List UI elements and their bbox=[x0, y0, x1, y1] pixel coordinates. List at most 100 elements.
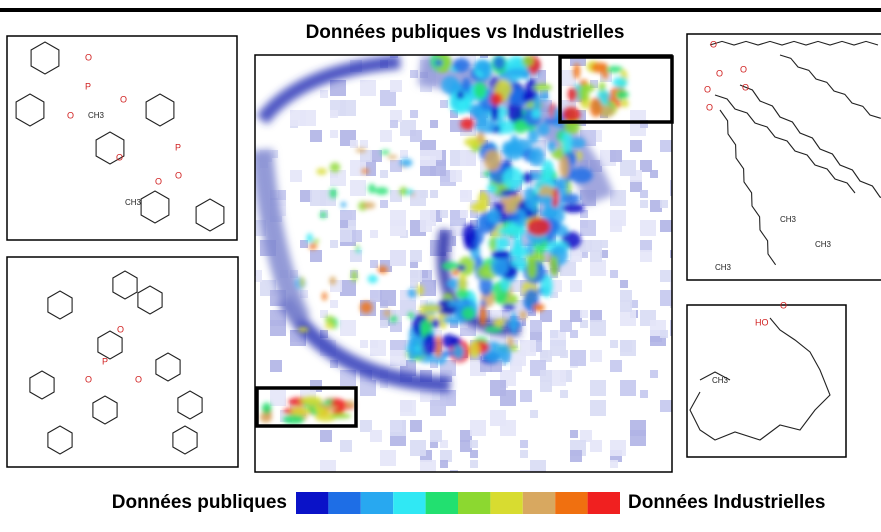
heat-cell bbox=[255, 270, 262, 282]
heat-blob bbox=[331, 408, 345, 415]
heat-cell bbox=[630, 180, 642, 192]
heat-blob bbox=[522, 172, 533, 184]
heat-cell bbox=[640, 120, 648, 128]
heat-cell bbox=[550, 280, 562, 292]
heat-blob bbox=[474, 119, 498, 134]
title: Données publiques vs Industrielles bbox=[306, 22, 625, 43]
heat-blob bbox=[321, 292, 328, 301]
heat-blob bbox=[324, 315, 335, 324]
atom-label: O bbox=[116, 152, 123, 162]
heat-cell bbox=[550, 340, 566, 356]
heat-cell bbox=[560, 390, 568, 398]
heat-blob bbox=[486, 209, 501, 224]
chain bbox=[709, 40, 879, 46]
heat-blob bbox=[343, 400, 356, 408]
heat-cell bbox=[390, 80, 402, 92]
heat-cell bbox=[570, 310, 582, 322]
heat-blob bbox=[407, 311, 414, 319]
colorbar bbox=[296, 492, 620, 514]
heat-cell bbox=[400, 300, 416, 316]
heat-blob bbox=[489, 235, 497, 253]
heat-blob bbox=[493, 55, 506, 70]
molecule-box bbox=[686, 33, 881, 281]
heat-cell bbox=[340, 370, 356, 386]
heat-blob bbox=[505, 68, 529, 77]
atom-label: CH3 bbox=[715, 263, 732, 272]
heat-cell bbox=[590, 380, 606, 396]
heat-cell bbox=[320, 330, 328, 338]
heat-blob bbox=[261, 402, 272, 415]
heat-blob bbox=[453, 58, 470, 73]
ring bbox=[177, 390, 203, 420]
heat-blob bbox=[306, 233, 313, 244]
heat-cell bbox=[620, 160, 636, 176]
heat-cell bbox=[380, 290, 396, 306]
heat-cell bbox=[340, 440, 352, 452]
heat-blob bbox=[589, 97, 603, 118]
ring bbox=[97, 330, 123, 360]
heat-cell bbox=[370, 340, 386, 356]
atom-label: CH3 bbox=[125, 198, 142, 207]
highlight-box bbox=[255, 386, 358, 428]
heat-cell bbox=[460, 440, 472, 452]
ring bbox=[155, 352, 181, 382]
heat-cell bbox=[580, 240, 592, 252]
atom-label: O bbox=[120, 94, 127, 104]
heat-cell bbox=[370, 230, 378, 238]
heat-blob bbox=[519, 310, 527, 320]
heat-cell bbox=[380, 200, 388, 208]
atom-label: P bbox=[102, 356, 108, 366]
heat-cell bbox=[620, 310, 636, 326]
heat-cell bbox=[570, 450, 582, 462]
heat-blob bbox=[447, 299, 468, 308]
heat-blob bbox=[460, 118, 475, 130]
heat-cell bbox=[520, 440, 528, 448]
heat-cell bbox=[390, 160, 402, 172]
heat-cell bbox=[610, 270, 618, 278]
heatmap-frame bbox=[254, 54, 673, 473]
heat-cell bbox=[410, 270, 422, 282]
heat-cell bbox=[330, 360, 338, 368]
heat-cell bbox=[540, 380, 552, 392]
heat-cell bbox=[390, 110, 402, 122]
ring bbox=[112, 270, 138, 300]
ring bbox=[92, 395, 118, 425]
chain bbox=[779, 54, 881, 119]
heat-blob bbox=[449, 90, 472, 115]
heat-cell bbox=[450, 470, 458, 472]
ring bbox=[95, 131, 125, 165]
heat-cell bbox=[300, 240, 308, 248]
atom-label: O bbox=[704, 84, 711, 94]
heat-cell bbox=[460, 210, 468, 218]
heat-blob bbox=[351, 270, 358, 283]
heat-blob bbox=[499, 189, 520, 196]
heat-blob bbox=[502, 167, 524, 190]
colorbar-swatch bbox=[490, 492, 523, 514]
heat-cell bbox=[360, 80, 376, 96]
heat-cell bbox=[610, 460, 618, 468]
heat-blob bbox=[490, 92, 503, 106]
heat-cell bbox=[580, 430, 592, 442]
colorbar-swatch bbox=[360, 492, 394, 514]
heat-blob bbox=[330, 413, 352, 419]
heat-blob bbox=[507, 212, 521, 223]
colorbar-swatch bbox=[393, 492, 426, 514]
heat-blob bbox=[484, 149, 501, 171]
heat-cell bbox=[590, 320, 606, 336]
heat-cell bbox=[350, 160, 366, 176]
heat-blob bbox=[562, 106, 581, 123]
heat-blob bbox=[532, 303, 545, 312]
heat-cell bbox=[390, 120, 398, 128]
heat-cell bbox=[340, 320, 356, 336]
heat-cell bbox=[660, 140, 672, 152]
heat-blob bbox=[476, 130, 485, 144]
heat-blob bbox=[507, 102, 523, 124]
heat-cell bbox=[610, 360, 622, 372]
ring bbox=[29, 370, 55, 400]
heat-cell bbox=[340, 100, 356, 116]
legend-left: Données publiques bbox=[112, 492, 287, 513]
heat-blob bbox=[441, 261, 460, 271]
heat-cell bbox=[560, 260, 576, 276]
heat-cell bbox=[370, 430, 382, 442]
heat-cell bbox=[570, 55, 586, 66]
